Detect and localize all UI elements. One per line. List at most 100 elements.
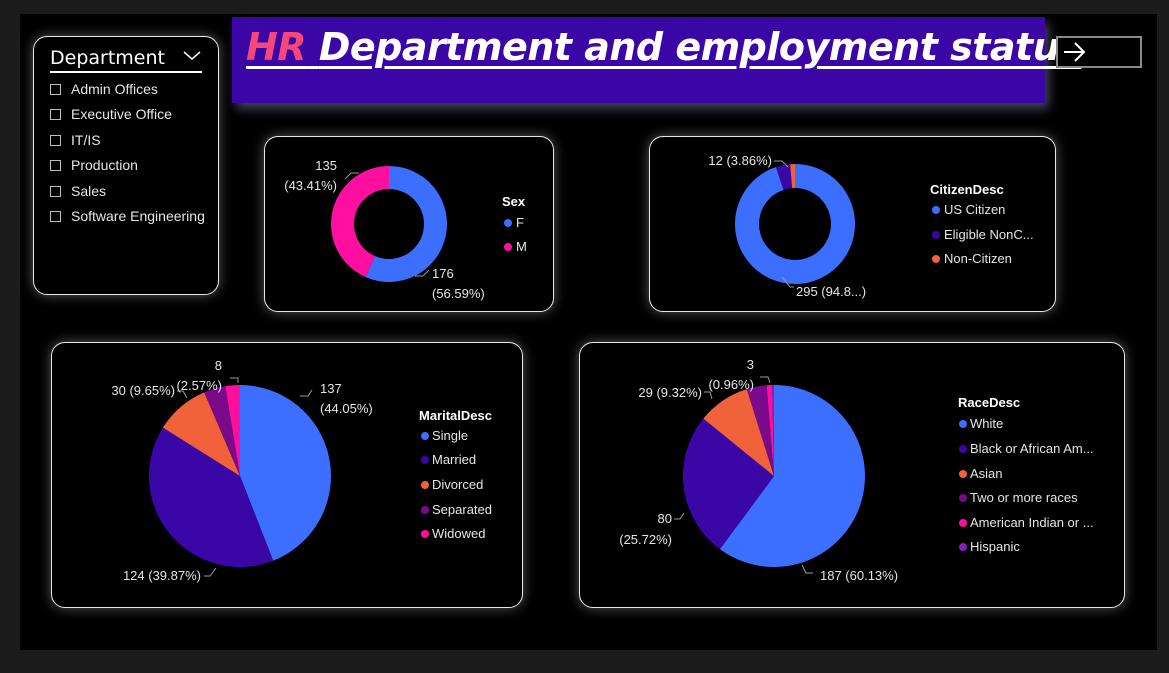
leader-line [230,377,239,383]
slice-divorced[interactable] [162,392,240,476]
slice-widowed[interactable] [225,385,240,476]
data-label: 187 (60.13%) [820,568,898,583]
slice-non-citizen[interactable] [790,164,795,189]
legend-title: RaceDesc [958,395,1020,410]
sex-donut-card: 135 (43.41%) 176 (56.59%) Sex F M [264,136,554,312]
legend-item[interactable]: Eligible NonC... [944,227,1034,242]
legend-marker [421,530,429,538]
leader-line [300,389,313,397]
checkbox[interactable] [50,84,61,95]
slice-us-citizen[interactable] [735,164,855,284]
data-label: 176 [432,266,454,281]
slice-two-or-more-races[interactable] [746,385,774,476]
slicer-item-label: Software Engineering [71,208,205,224]
slicer-item-label: Production [71,157,138,173]
slices-layer [331,166,447,282]
legend-item[interactable]: Married [432,452,476,467]
legend-marker [959,445,967,453]
leader-line [204,567,217,577]
slice-asian[interactable] [703,389,774,476]
legend-item[interactable]: Single [432,428,468,443]
page-title: HR Department and employment status [246,25,1082,69]
marital-pie-card: 137 (44.05%) 124 (39.87%) 30 (9.65%) 8 (… [51,342,523,608]
slicer-item-label: Sales [71,183,107,199]
legend-item[interactable]: M [516,239,527,254]
leader-line [674,512,685,520]
slices-layer [149,385,332,567]
data-label: 135 [315,158,337,173]
data-label: (44.05%) [320,401,373,416]
slicer-item-label: IT/IS [71,132,101,148]
slice-married[interactable] [149,427,274,567]
leader-line [801,564,813,574]
legend-marker [932,231,940,239]
data-label: 295 (94.8...) [796,284,866,299]
leader-line [760,376,771,384]
checkbox[interactable] [50,186,61,197]
slice-f[interactable] [365,166,447,282]
department-slicer: Department Admin Offices Executive Offic… [33,36,219,295]
slice-hispanic[interactable] [772,385,774,476]
race-pie-chart: 187 (60.13%) 80 (25.72%) 29 (9.32%) 3 (0… [619,357,1094,583]
legend-item[interactable]: American Indian or ... [970,515,1094,530]
citizen-donut-card: 12 (3.86%) 295 (94.8...) CitizenDesc US … [649,136,1056,312]
slice-m[interactable] [331,166,389,278]
data-label: (0.96%) [708,377,754,392]
data-label: 137 [320,381,342,396]
legend-item[interactable]: F [516,215,524,230]
legend-marker [421,432,429,440]
slicer-title: Department [50,47,165,69]
legend-item[interactable]: Two or more races [970,490,1078,505]
legend-item[interactable]: Divorced [432,477,483,492]
legend-marker [959,420,967,428]
leader-line [415,269,430,277]
next-page-button[interactable] [1056,36,1142,68]
slicer-header: Department [50,47,202,73]
chevron-down-icon[interactable] [182,47,202,63]
legend-marker [932,206,940,214]
checkbox[interactable] [50,211,61,222]
race-pie-card: 187 (60.13%) 80 (25.72%) 29 (9.32%) 3 (0… [579,342,1125,608]
slicer-item-label: Admin Offices [71,81,158,97]
arrow-right-icon [1064,42,1086,62]
marital-pie-chart: 137 (44.05%) 124 (39.87%) 30 (9.65%) 8 (… [111,358,492,583]
legend-item[interactable]: Black or African Am... [970,441,1094,456]
data-label: (25.72%) [619,532,672,547]
data-label: 124 (39.87%) [123,568,201,583]
legend-marker [504,219,512,227]
data-label: 30 (9.65%) [111,383,175,398]
slice-separated[interactable] [204,386,240,476]
data-label: (56.59%) [432,286,485,301]
data-label: (2.57%) [176,378,222,393]
legend-marker [959,494,967,502]
slice-white[interactable] [719,385,865,567]
slice-black-or-african-american[interactable] [683,418,774,550]
legend-item[interactable]: Widowed [432,526,485,541]
citizen-donut-chart: 12 (3.86%) 295 (94.8...) CitizenDesc US … [708,153,1034,299]
legend-item[interactable]: Hispanic [970,539,1020,554]
legend-item[interactable]: Non-Citizen [944,251,1012,266]
legend-marker [421,481,429,489]
legend-marker [959,519,967,527]
slice-american-indian-or-alaska-native[interactable] [766,385,774,476]
legend-marker [504,243,512,251]
legend-item[interactable]: Asian [970,466,1003,481]
data-label: 80 [658,511,672,526]
title-prefix: HR [246,25,307,69]
data-label: 8 [215,358,222,373]
legend-item[interactable]: US Citizen [944,202,1005,217]
checkbox[interactable] [50,135,61,146]
checkbox[interactable] [50,160,61,171]
legend-marker [421,456,429,464]
legend-item[interactable]: White [970,416,1003,431]
legend-marker [421,506,429,514]
slice-eligible-noncitizen[interactable] [775,164,793,190]
leader-line [344,172,359,180]
title-rest: Department and employment status [318,25,1082,69]
legend-title: Sex [502,194,526,209]
checkbox[interactable] [50,109,61,120]
leader-line [177,390,188,399]
legend-item[interactable]: Separated [432,502,492,517]
slice-single[interactable] [240,385,332,561]
legend-marker [959,470,967,478]
